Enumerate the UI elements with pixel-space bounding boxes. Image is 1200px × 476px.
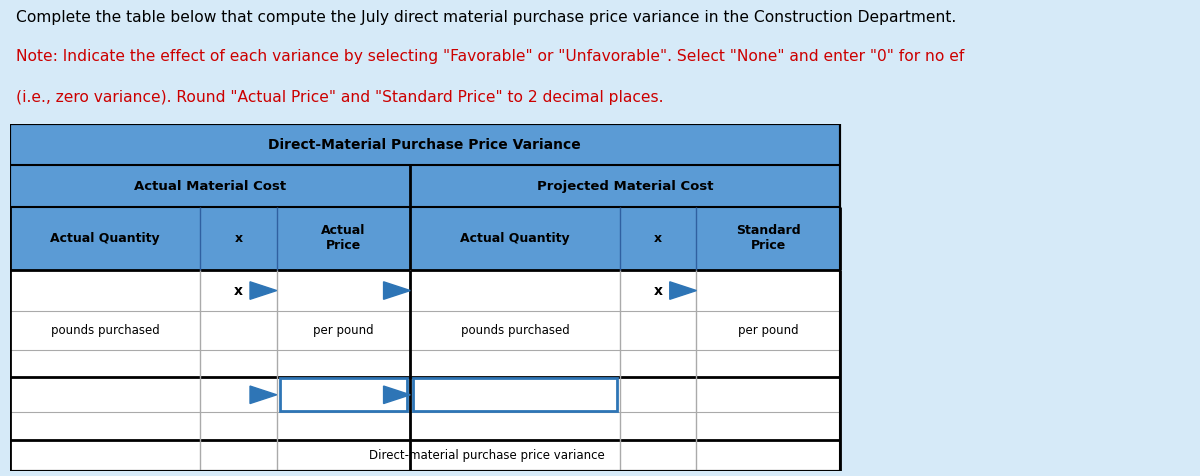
Text: x: x <box>234 284 244 298</box>
Polygon shape <box>250 386 277 404</box>
Text: x: x <box>654 284 662 298</box>
Text: Direct-material purchase price variance: Direct-material purchase price variance <box>368 449 605 462</box>
Text: pounds purchased: pounds purchased <box>50 324 160 337</box>
Bar <box>10 124 840 166</box>
Bar <box>413 378 617 411</box>
Polygon shape <box>250 282 277 299</box>
Text: x: x <box>654 232 662 245</box>
Text: (i.e., zero variance). Round "Actual Price" and "Standard Price" to 2 decimal pl: (i.e., zero variance). Round "Actual Pri… <box>16 90 664 105</box>
Polygon shape <box>670 282 696 299</box>
Bar <box>10 311 840 349</box>
Bar <box>10 349 840 377</box>
Bar <box>10 166 840 207</box>
Bar <box>10 124 840 471</box>
Bar <box>10 412 840 440</box>
Text: Note: Indicate the effect of each variance by selecting "Favorable" or "Unfavora: Note: Indicate the effect of each varian… <box>16 49 964 64</box>
Text: pounds purchased: pounds purchased <box>461 324 570 337</box>
Bar <box>10 207 840 270</box>
Text: Actual
Price: Actual Price <box>322 224 366 252</box>
Polygon shape <box>384 282 410 299</box>
Text: Actual Quantity: Actual Quantity <box>461 232 570 245</box>
Text: Actual Quantity: Actual Quantity <box>50 232 160 245</box>
Bar <box>10 377 840 412</box>
Text: x: x <box>234 232 242 245</box>
Text: Actual Material Cost: Actual Material Cost <box>134 180 286 193</box>
Bar <box>280 378 408 411</box>
Bar <box>10 440 840 471</box>
Bar <box>10 270 840 311</box>
Text: per pound: per pound <box>738 324 798 337</box>
Text: per pound: per pound <box>313 324 374 337</box>
Polygon shape <box>384 386 410 404</box>
Text: Direct-Material Purchase Price Variance: Direct-Material Purchase Price Variance <box>269 138 581 152</box>
Text: Complete the table below that compute the July direct material purchase price va: Complete the table below that compute th… <box>16 10 955 25</box>
Text: Standard
Price: Standard Price <box>736 224 800 252</box>
Text: Projected Material Cost: Projected Material Cost <box>536 180 713 193</box>
